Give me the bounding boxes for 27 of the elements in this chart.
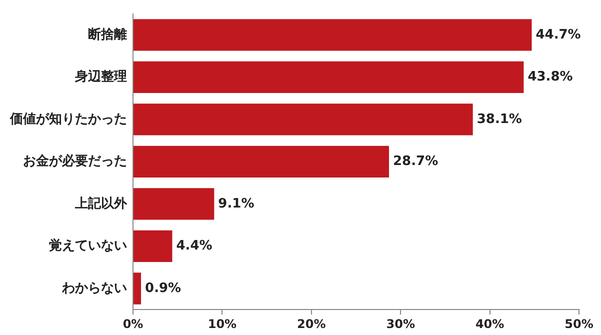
bar [134, 230, 172, 262]
bar [134, 104, 473, 136]
data-label: 28.7% [393, 154, 438, 170]
bar [134, 146, 390, 178]
y-tick-label: 上記以外 [74, 195, 128, 212]
bar [134, 188, 214, 220]
y-tick-label: 価値が知りたかった [9, 112, 127, 127]
y-tick-label: 身辺整理 [74, 68, 127, 85]
data-label: 38.1% [476, 112, 522, 127]
y-tick-label: 覚えていない [49, 238, 127, 254]
x-tick-label: 10% [208, 316, 237, 331]
data-label: 43.8% [528, 70, 573, 85]
x-tick-label: 50% [564, 316, 594, 331]
x-tick-label: 20% [297, 316, 326, 331]
y-tick-label: わからない [61, 280, 127, 296]
bar [134, 61, 524, 94]
data-label: 4.4% [176, 238, 212, 254]
data-label: 44.7% [536, 27, 581, 42]
x-tick-label: 30% [386, 316, 415, 331]
data-label: 0.9% [145, 280, 182, 296]
y-tick-label: お金が必要だった [23, 153, 127, 170]
data-label: 9.1% [218, 196, 254, 212]
bar [134, 19, 532, 51]
bar [134, 272, 142, 304]
x-tick-label: 40% [475, 316, 504, 331]
x-tick-label: 0% [122, 316, 144, 331]
y-tick-label: 断捨離 [88, 27, 127, 42]
